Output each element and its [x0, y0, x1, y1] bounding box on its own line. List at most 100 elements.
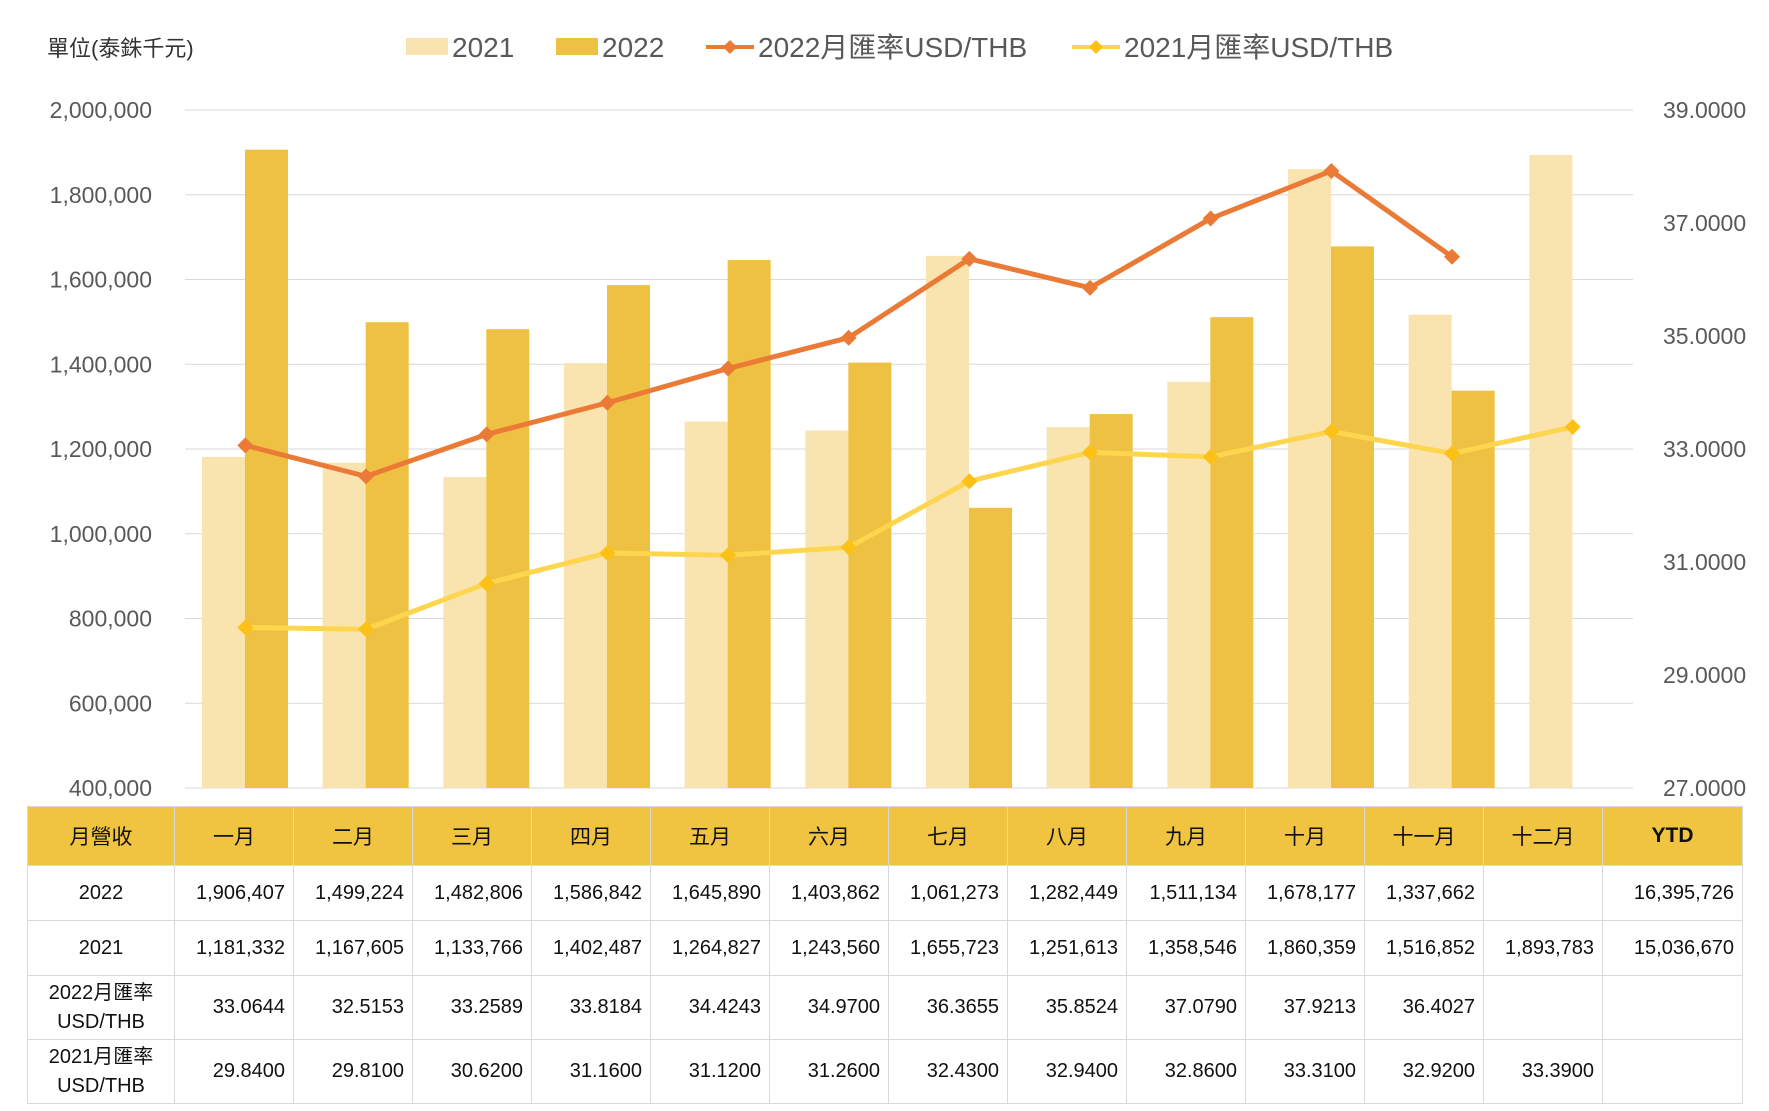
marker-2021月匯率USD/THB [961, 473, 978, 490]
legend-marker [723, 40, 737, 54]
bar-2021 [322, 462, 366, 788]
ytd-header-cell: YTD [1602, 806, 1743, 866]
month-header-cell: 二月 [293, 806, 413, 866]
marker-2021月匯率USD/THB [1082, 444, 1098, 461]
table-cell: 1,645,890 [650, 865, 770, 921]
table-row: 2022月匯率 USD/THB 33.0644 32.5153 33.2589 33.81… [27, 975, 1743, 1040]
table-cell: 1,511,134 [1126, 865, 1246, 921]
table-cell: 33.3100 [1245, 1039, 1365, 1104]
marker-2022月匯率USD/THB [720, 360, 736, 377]
table-cell: 1,133,766 [412, 920, 532, 976]
marker-2021月匯率USD/THB [358, 621, 374, 638]
table-cell: 1,061,273 [888, 865, 1008, 921]
bar-2022 [1089, 414, 1133, 788]
table-cell [1483, 975, 1603, 1040]
table-cell: 1,906,407 [174, 865, 294, 921]
month-header-cell: 一月 [174, 806, 294, 866]
monthly-revenue-table: 月營收 一月 二月 三月 四月 五月 六月 七月 八月 九月 十月 十一月 十二月 YTD 2022 1,90… [27, 806, 1743, 1104]
table-row: 2021月匯率 USD/THB 29.8400 29.8100 30.6200 31.16… [27, 1039, 1743, 1104]
bar-2021 [1288, 169, 1331, 789]
legend-label: 2021月匯率USD/THB [1124, 32, 1393, 63]
chart-legend: 2021 2022 2022月匯率USD/THB 2021月匯率USD/THB [406, 32, 1393, 63]
ytd-cell [1602, 1039, 1743, 1104]
table-cell: 32.5153 [293, 975, 413, 1040]
table-cell: 1,251,613 [1007, 920, 1127, 976]
marker-2022月匯率USD/THB [1444, 248, 1460, 265]
row-label-cell: 2021月匯率 USD/THB [27, 1039, 175, 1104]
month-header-cell: 十一月 [1364, 806, 1484, 866]
table-cell: 32.8600 [1126, 1039, 1246, 1104]
marker-2022月匯率USD/THB [478, 426, 495, 443]
table-cell: 32.9400 [1007, 1039, 1127, 1104]
month-header-cell: 十月 [1245, 806, 1365, 866]
table-cell: 1,403,862 [769, 865, 889, 921]
table-cell: 1,167,605 [293, 920, 413, 976]
bar-2022 [848, 362, 892, 788]
marker-2021月匯率USD/THB [478, 575, 495, 592]
marker-2022月匯率USD/THB [1202, 210, 1219, 227]
table-cell: 1,860,359 [1245, 920, 1365, 976]
month-header-cell: 九月 [1126, 806, 1246, 866]
right-tick-label: 37.0000 [1663, 210, 1746, 236]
bar-2022 [486, 329, 530, 788]
month-header-cell: 四月 [531, 806, 651, 866]
table-cell: 33.0644 [174, 975, 294, 1040]
bar-2022 [969, 507, 1012, 788]
right-tick-label: 27.0000 [1663, 775, 1746, 800]
marker-2021月匯率USD/THB [1444, 445, 1460, 462]
table-cell: 31.1200 [650, 1039, 770, 1104]
right-tick-label: 29.0000 [1663, 662, 1746, 688]
table-cell: 1,893,783 [1483, 920, 1603, 976]
table-cell: 1,264,827 [650, 920, 770, 976]
marker-2022月匯率USD/THB [961, 250, 978, 267]
legend-label: 2021 [452, 32, 514, 63]
left-tick-label: 600,000 [69, 690, 152, 716]
table-cell: 31.1600 [531, 1039, 651, 1104]
table-cell: 1,482,806 [412, 865, 532, 921]
table-cell: 1,516,852 [1364, 920, 1484, 976]
marker-2022月匯率USD/THB [1082, 279, 1098, 296]
gridlines [185, 109, 1633, 789]
bar-series [202, 149, 1573, 789]
bar-2022 [1331, 246, 1374, 788]
table-cell: 31.2600 [769, 1039, 889, 1104]
table-cell: 29.8400 [174, 1039, 294, 1104]
table-cell: 29.8100 [293, 1039, 413, 1104]
bar-2022 [1451, 390, 1495, 788]
right-tick-label: 39.0000 [1663, 97, 1746, 123]
left-tick-label: 1,400,000 [50, 351, 152, 377]
table-cell: 1,181,332 [174, 920, 294, 976]
left-tick-label: 400,000 [69, 775, 152, 800]
left-tick-label: 2,000,000 [50, 97, 152, 123]
revenue-fx-combo-chart: 單位(泰銖千元) 2021 2022 2022月匯率USD/THB 2021月匯率US… [47, 32, 1746, 800]
table-cell: 33.3900 [1483, 1039, 1603, 1104]
bar-2021 [805, 430, 849, 788]
right-tick-label: 35.0000 [1663, 323, 1746, 349]
table-cell: 1,586,842 [531, 865, 651, 921]
table-cell: 1,678,177 [1245, 865, 1365, 921]
table-cell: 37.9213 [1245, 975, 1365, 1040]
left-tick-label: 1,800,000 [50, 182, 152, 208]
table-cell: 33.8184 [531, 975, 651, 1040]
table-cell: 34.4243 [650, 975, 770, 1040]
table-cell: 1,402,487 [531, 920, 651, 976]
bar-2021 [564, 363, 607, 788]
marker-2022月匯率USD/THB [599, 394, 616, 411]
left-axis: 2,000,000 1,800,000 1,600,000 1,400,000 1,20… [50, 97, 152, 800]
marker-2021月匯率USD/THB [237, 619, 254, 636]
marker-2021月匯率USD/THB [1202, 448, 1219, 465]
legend-swatch [556, 38, 598, 55]
table-row: 2022 1,906,407 1,499,224 1,482,806 1,586,842… [27, 865, 1743, 921]
ytd-cell: 15,036,670 [1602, 920, 1743, 976]
ytd-cell [1602, 975, 1743, 1040]
bar-2022 [727, 260, 771, 789]
table-cell: 32.4300 [888, 1039, 1008, 1104]
right-tick-label: 33.0000 [1663, 436, 1746, 462]
table-cell: 33.2589 [412, 975, 532, 1040]
marker-2022月匯率USD/THB [358, 468, 374, 485]
marker-2021月匯率USD/THB [840, 539, 857, 556]
marker-2021月匯率USD/THB [720, 547, 736, 564]
table-cell: 34.9700 [769, 975, 889, 1040]
bar-2021 [1408, 314, 1452, 788]
left-tick-label: 1,200,000 [50, 436, 152, 462]
